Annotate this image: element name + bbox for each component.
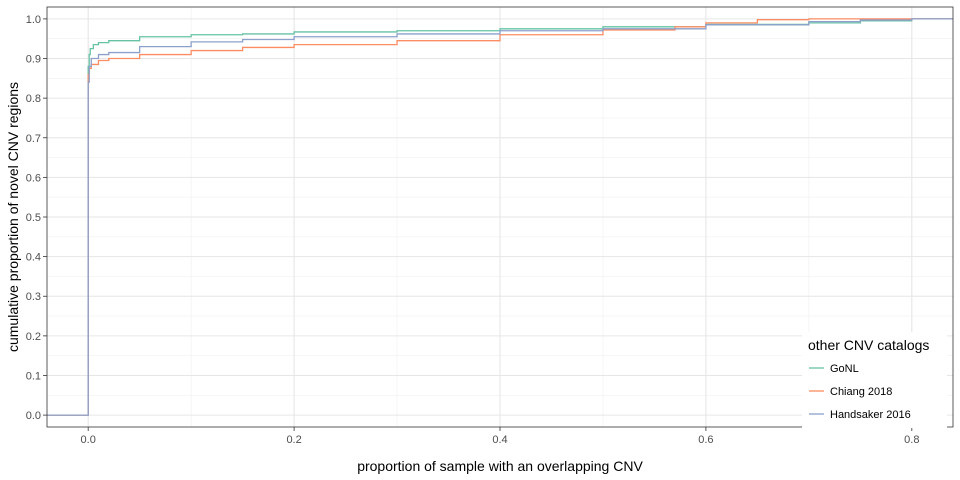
y-tick-label: 0.7 bbox=[26, 133, 41, 145]
axes: 0.0 0.2 0.4 0.6 0.8 0.0 0.1 0.2 0.3 0.4 0.5 0.6 0.7 0… bbox=[26, 14, 920, 446]
legend: other CNV catalogs GoNL Chiang 2018 Handsa… bbox=[802, 332, 947, 428]
y-tick-label: 0.9 bbox=[26, 54, 41, 66]
legend-label: GoNL bbox=[830, 363, 859, 375]
y-tick-label: 0.2 bbox=[26, 331, 41, 343]
y-axis-title: cumulative proportion of novel CNV regio… bbox=[5, 82, 21, 352]
x-tick-label: 0.2 bbox=[286, 434, 301, 446]
x-tick-label: 0.8 bbox=[904, 434, 919, 446]
legend-label: Chiang 2018 bbox=[830, 386, 892, 398]
legend-keys: GoNL Chiang 2018 Handsaker 2016 bbox=[808, 359, 911, 422]
y-tick-label: 0.4 bbox=[26, 252, 41, 264]
legend-background bbox=[802, 332, 947, 428]
x-tick-label: 0.4 bbox=[492, 434, 507, 446]
y-tick-label: 1.0 bbox=[26, 14, 41, 26]
y-tick-label: 0.0 bbox=[26, 410, 41, 422]
legend-label: Handsaker 2016 bbox=[830, 409, 911, 421]
x-axis-title: proportion of sample with an overlapping… bbox=[357, 458, 643, 474]
y-tick-label: 0.5 bbox=[26, 212, 41, 224]
x-tick-label: 0.0 bbox=[81, 434, 96, 446]
series-line-2 bbox=[47, 18, 953, 416]
legend-title: other CNV catalogs bbox=[808, 337, 929, 353]
series-lines bbox=[47, 18, 953, 416]
x-tick-label: 0.6 bbox=[698, 434, 713, 446]
y-tick-label: 0.3 bbox=[26, 291, 41, 303]
y-tick-label: 0.8 bbox=[26, 93, 41, 105]
y-tick-label: 0.1 bbox=[26, 370, 41, 382]
y-tick-label: 0.6 bbox=[26, 172, 41, 184]
